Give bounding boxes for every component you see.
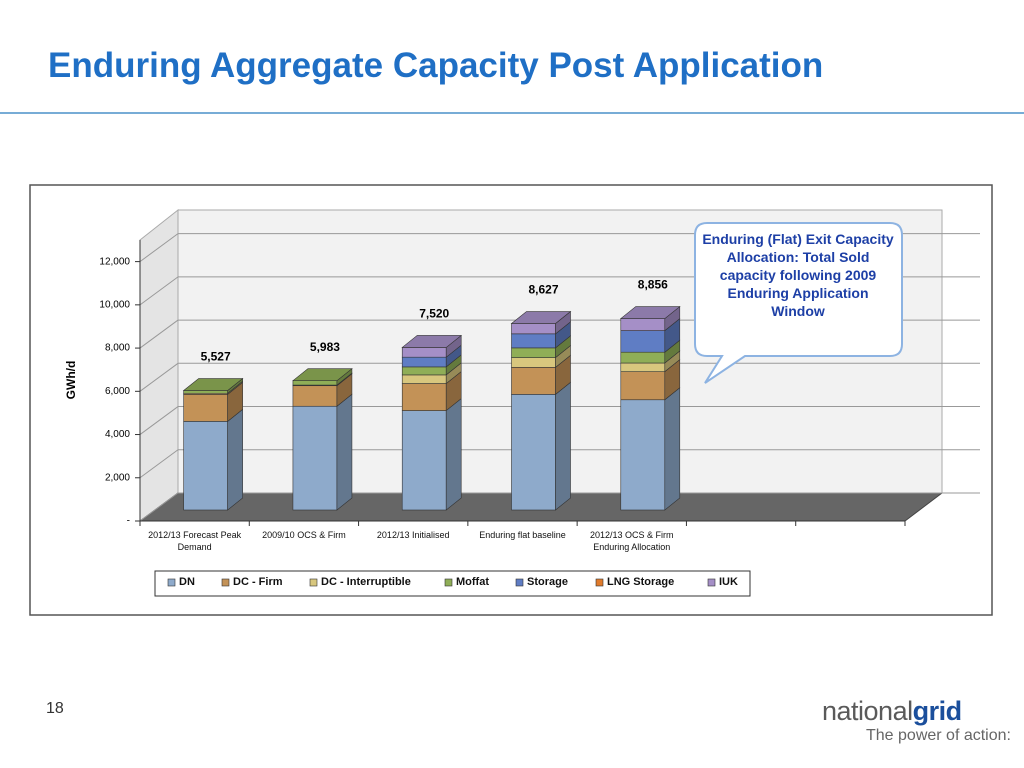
y-tick-label: 8,000 [105, 343, 130, 354]
bar-segment [511, 347, 556, 358]
total-label: 7,520 [419, 307, 449, 321]
bar-segment [183, 421, 228, 511]
tagline: The power of action: [866, 727, 1011, 744]
bar-segment [511, 357, 556, 368]
logo: nationalgrid [822, 696, 962, 727]
logo-light: national [822, 696, 913, 726]
total-label: 5,527 [201, 350, 231, 364]
bar-segment [511, 323, 556, 335]
bar-side [336, 393, 353, 511]
grid-line [139, 362, 179, 392]
callout-text: Enduring (Flat) Exit Capacity Allocation… [702, 231, 894, 319]
bar-segment [292, 380, 338, 386]
bar-segment [401, 366, 447, 376]
x-tick-label: 2012/13 Initialised [376, 530, 450, 540]
legend-label: Moffat [456, 576, 489, 588]
callout-box [694, 222, 903, 384]
x-tick-label: 2009/10 OCS & Firm [262, 530, 346, 540]
bar-top [182, 378, 244, 391]
bar-segment [511, 367, 556, 395]
bar-side [227, 408, 243, 511]
x-tick-label: 2012/13 Forecast Peak Demand [148, 530, 242, 552]
logo-bold: grid [912, 696, 963, 726]
legend-label: DN [179, 576, 195, 588]
grid-line [139, 406, 179, 435]
bar-segment [401, 356, 447, 368]
grid-line [139, 449, 179, 479]
bar-segment [292, 405, 338, 511]
bar-segment [401, 347, 447, 358]
legend-label: DC - Firm [233, 576, 283, 588]
y-tick-label: - [127, 516, 130, 527]
x-tick-label: 2012/13 OCS & Firm Enduring Allocation [590, 530, 674, 552]
bar-segment [620, 371, 666, 401]
y-tick-label: 12,000 [99, 256, 130, 267]
grid-line [139, 319, 179, 349]
bar-top [401, 335, 463, 348]
bar-segment [620, 362, 666, 372]
bar-top [510, 311, 572, 324]
legend-swatch [309, 578, 318, 587]
y-tick-label: 4,000 [105, 429, 130, 440]
y-tick-label: 10,000 [99, 299, 130, 310]
bar-side [555, 381, 571, 511]
bar-segment [183, 394, 228, 422]
total-label: 8,856 [638, 278, 668, 292]
legend-box [154, 570, 751, 597]
grid-line [139, 233, 179, 263]
side-wall [139, 208, 179, 522]
total-label: 5,983 [310, 340, 340, 354]
bar-top [292, 368, 353, 381]
legend-swatch [707, 578, 716, 587]
bar-segment [620, 399, 666, 511]
y-tick-label: 2,000 [105, 472, 130, 483]
legend-swatch [444, 578, 453, 587]
total-label: 8,627 [528, 283, 558, 297]
bar-side [445, 397, 462, 511]
bar-side [664, 387, 681, 511]
bar-segment [292, 385, 338, 407]
legend-swatch [595, 578, 604, 587]
bar-segment [401, 410, 447, 511]
y-axis-label: GWh/d [64, 361, 78, 400]
legend-swatch [515, 578, 524, 587]
bar-segment [183, 390, 228, 394]
legend-swatch [221, 578, 230, 587]
page-number: 18 [46, 700, 64, 717]
grid-line [139, 492, 179, 522]
legend-label: IUK [719, 576, 738, 588]
bar-segment [401, 383, 447, 411]
bar-segment [620, 351, 666, 364]
legend-label: Storage [527, 576, 568, 588]
x-tick-label: Enduring flat baseline [479, 530, 566, 540]
legend-label: LNG Storage [607, 576, 675, 588]
slide-title: Enduring Aggregate Capacity Post Applica… [48, 46, 824, 85]
bar-top [619, 306, 681, 319]
y-tick-label: 6,000 [105, 386, 130, 397]
bar-segment [620, 330, 666, 353]
bar-segment [401, 374, 447, 384]
bar-segment [511, 394, 556, 511]
legend-label: DC - Interruptible [321, 576, 411, 588]
legend-swatch [167, 578, 176, 587]
bar-segment [620, 318, 666, 331]
grid-line [139, 276, 179, 306]
bar-segment [511, 333, 556, 349]
